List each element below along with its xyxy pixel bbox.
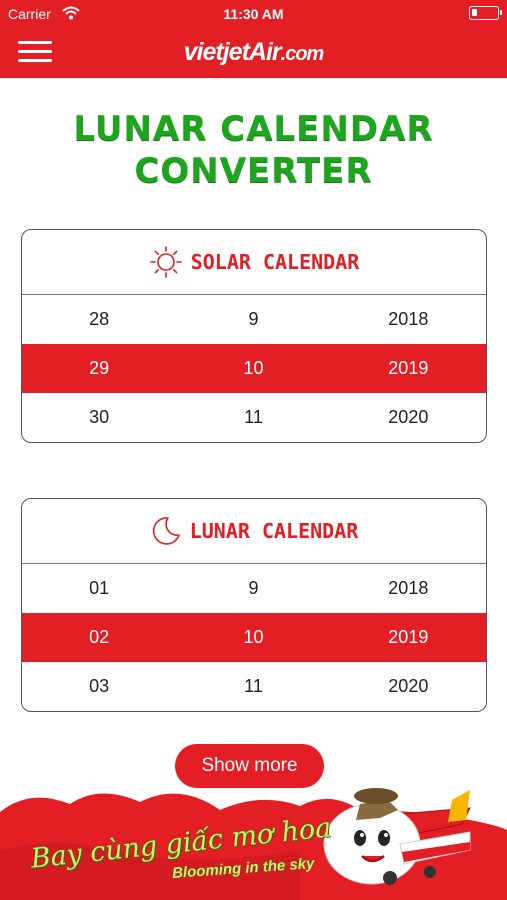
lunar-row-selected[interactable]: 02 10 2019 — [22, 613, 486, 662]
solar-year-cell-selected[interactable]: 2019 — [388, 358, 429, 378]
solar-day-cell-selected[interactable]: 29 — [89, 358, 110, 378]
logo-suffix-text: .com — [280, 43, 325, 65]
nav-bar: vietjetAir.com — [0, 28, 507, 78]
solar-month-cell-selected[interactable]: 10 — [243, 358, 264, 378]
plane-mascot-illustration — [323, 788, 471, 885]
page-title-line1: LUNAR CALENDAR — [73, 109, 434, 149]
lunar-month-cell-selected[interactable]: 10 — [243, 627, 264, 647]
solar-row-next[interactable]: 30 11 2020 — [22, 393, 486, 442]
lunar-day-cell[interactable]: 01 — [89, 578, 110, 598]
hamburger-menu-icon[interactable] — [18, 41, 52, 65]
solar-day-cell[interactable]: 30 — [89, 407, 110, 427]
wifi-icon — [62, 5, 80, 24]
vietjet-logo[interactable]: vietjetAir.com — [0, 38, 507, 67]
lunar-day-cell-selected[interactable]: 02 — [89, 627, 110, 647]
solar-calendar-title: SOLAR CALENDAR — [190, 250, 360, 274]
solar-year-cell[interactable]: 2018 — [388, 309, 429, 329]
status-bar: Carrier 11:30 AM — [0, 0, 507, 28]
solar-month-cell[interactable]: 9 — [248, 309, 259, 329]
solar-calendar-header: SOLAR CALENDAR — [22, 230, 486, 295]
footer-banner — [0, 788, 507, 900]
lunar-month-cell[interactable]: 11 — [244, 676, 263, 696]
solar-year-cell[interactable]: 2020 — [388, 407, 429, 427]
logo-main-text: vietjetAir — [183, 38, 282, 66]
moon-icon — [152, 517, 180, 545]
solar-row-selected[interactable]: 29 10 2019 — [22, 344, 486, 393]
lunar-month-cell[interactable]: 9 — [248, 578, 259, 598]
page-title-line2: CONVERTER — [134, 151, 373, 191]
show-more-button[interactable]: Show more — [175, 744, 324, 788]
lunar-calendar-title: LUNAR CALENDAR — [189, 519, 359, 543]
clock: 11:30 AM — [223, 6, 284, 22]
carrier-label: Carrier — [8, 6, 51, 22]
lunar-calendar-header: LUNAR CALENDAR — [22, 499, 486, 564]
solar-row-prev[interactable]: 28 9 2018 — [22, 295, 486, 344]
lunar-calendar-picker: LUNAR CALENDAR 01 9 2018 02 10 2019 03 1… — [21, 498, 487, 712]
solar-calendar-picker: SOLAR CALENDAR 28 9 2018 29 10 2019 30 1… — [21, 229, 487, 443]
lunar-row-prev[interactable]: 01 9 2018 — [22, 564, 486, 613]
solar-day-cell[interactable]: 28 — [89, 309, 110, 329]
lunar-year-cell[interactable]: 2018 — [388, 578, 429, 598]
solar-month-cell[interactable]: 11 — [244, 407, 263, 427]
page-title: LUNAR CALENDAR CONVERTER — [0, 108, 507, 192]
lunar-year-cell-selected[interactable]: 2019 — [388, 627, 429, 647]
sun-icon — [149, 246, 182, 278]
lunar-row-next[interactable]: 03 11 2020 — [22, 662, 486, 711]
battery-icon — [469, 6, 502, 20]
lunar-day-cell[interactable]: 03 — [89, 676, 110, 696]
lunar-year-cell[interactable]: 2020 — [388, 676, 429, 696]
